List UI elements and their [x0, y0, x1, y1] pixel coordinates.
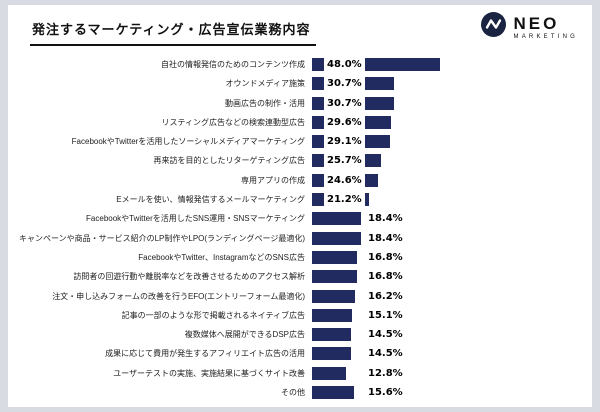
bar-track: 14.5% — [312, 325, 592, 344]
category-label: Eメールを使い、情報発信するメールマーケティング — [116, 195, 305, 205]
bar — [312, 231, 362, 245]
value-label: 24.6% — [324, 173, 365, 187]
bar-track: 30.7% — [312, 74, 592, 93]
bar-track: 14.5% — [312, 344, 592, 363]
chart-row: 再来訪を目的としたリターゲティング広告 25.7% — [16, 151, 592, 170]
bar — [312, 289, 356, 303]
chart-row: オウンドメディア施策 30.7% — [16, 74, 592, 93]
category-label: 複数媒体へ展開ができるDSP広告 — [184, 330, 305, 340]
bar — [312, 328, 351, 342]
chart-row: Eメールを使い、情報発信するメールマーケティング 21.2% — [16, 190, 592, 209]
bar — [312, 366, 347, 380]
bar-track: 15.1% — [312, 306, 592, 325]
chart-row: その他 15.6% — [16, 383, 592, 402]
value-label: 16.2% — [368, 290, 403, 302]
logo-name: NEO — [513, 13, 560, 33]
category-label: FacebookやTwitter、InstagramなどのSNS広告 — [138, 252, 305, 262]
category-label: 再来訪を目的としたリターゲティング広告 — [153, 156, 305, 166]
chart-row: ユーザーテストの実施、実施結果に基づくサイト改善 12.8% — [16, 364, 592, 383]
bar-track: 16.8% — [312, 248, 592, 267]
category-label: キャンペーンや商品・サービス紹介のLP制作やLPO(ランディングページ最適化) — [19, 233, 305, 243]
brand-logo: NEO MARKETING — [480, 11, 578, 43]
bar-track: 16.8% — [312, 267, 592, 286]
bar-track: 48.0% — [312, 55, 592, 74]
value-label: 16.8% — [368, 251, 403, 263]
value-label: 18.4% — [368, 232, 403, 244]
value-label: 29.6% — [324, 115, 365, 129]
category-label: その他 — [281, 388, 305, 398]
bar-track: 24.6% — [312, 171, 592, 190]
bar — [312, 212, 362, 226]
bar — [312, 386, 354, 400]
logo-text: NEO MARKETING — [514, 15, 578, 40]
chart: 自社の情報発信のためのコンテンツ作成 48.0% オウンドメディア施策 30.7% 動画… — [8, 55, 592, 402]
chart-row: 専用アプリの作成 24.6% — [16, 171, 592, 190]
chart-row: 動画広告の制作・活用 30.7% — [16, 94, 592, 113]
bar-track: 15.6% — [312, 383, 592, 402]
wave-icon — [480, 11, 507, 43]
value-label: 14.5% — [368, 348, 403, 360]
bar-track: 29.6% — [312, 113, 592, 132]
bar-track: 25.7% — [312, 151, 592, 170]
bar — [312, 250, 357, 264]
value-label: 21.2% — [324, 193, 365, 207]
chart-row: FacebookやTwitterを活用したソーシャルメディアマーケティング 29.… — [16, 132, 592, 151]
value-label: 29.1% — [324, 135, 365, 149]
bar — [312, 270, 357, 284]
page-title: 発注するマーケティング・広告宣伝業務内容 — [30, 17, 317, 46]
category-label: 訪問者の回遊行動や離脱率などを改善させるためのアクセス解析 — [73, 272, 305, 282]
chart-row: FacebookやTwitter、InstagramなどのSNS広告 16.8% — [16, 248, 592, 267]
bar-track: 21.2% — [312, 190, 592, 209]
value-label: 48.0% — [324, 58, 365, 71]
bar — [312, 347, 351, 361]
bar-track: 12.8% — [312, 364, 592, 383]
value-label: 30.7% — [324, 77, 365, 91]
bar-track: 16.2% — [312, 287, 592, 306]
value-label: 15.6% — [368, 387, 403, 399]
category-label: リスティング広告などの検索連動型広告 — [161, 117, 305, 127]
chart-row: 注文・申し込みフォームの改善を行うEFO(エントリーフォーム最適化) 16.2% — [16, 287, 592, 306]
value-label: 25.7% — [324, 154, 365, 168]
category-label: ユーザーテストの実施、実施結果に基づくサイト改善 — [113, 368, 305, 378]
value-label: 14.5% — [368, 329, 403, 341]
bar-track: 18.4% — [312, 209, 592, 228]
chart-row: 複数媒体へ展開ができるDSP広告 14.5% — [16, 325, 592, 344]
chart-panel: 発注するマーケティング・広告宣伝業務内容 NEO MARKETING 自社の情報… — [8, 5, 592, 407]
header: 発注するマーケティング・広告宣伝業務内容 NEO MARKETING — [8, 5, 592, 49]
value-label: 30.7% — [324, 96, 365, 110]
chart-row: キャンペーンや商品・サービス紹介のLP制作やLPO(ランディングページ最適化) 1… — [16, 229, 592, 248]
category-label: 専用アプリの作成 — [241, 175, 305, 185]
category-label: 自社の情報発信のためのコンテンツ作成 — [161, 60, 305, 69]
category-label: 動画広告の制作・活用 — [225, 98, 305, 108]
bar-track: 29.1% — [312, 132, 592, 151]
chart-row: 成果に応じて費用が発生するアフィリエイト広告の活用 14.5% — [16, 344, 592, 363]
value-label: 18.4% — [368, 213, 403, 225]
chart-row: 訪問者の回遊行動や離脱率などを改善させるためのアクセス解析 16.8% — [16, 267, 592, 286]
category-label: オウンドメディア施策 — [225, 79, 305, 89]
category-label: 記事の一部のような形で掲載されるネイティブ広告 — [121, 310, 305, 320]
category-label: FacebookやTwitterを活用したSNS運用・SNSマーケティング — [86, 214, 305, 224]
chart-row: 自社の情報発信のためのコンテンツ作成 48.0% — [16, 55, 592, 74]
chart-row: FacebookやTwitterを活用したSNS運用・SNSマーケティング 18.… — [16, 209, 592, 228]
bar — [312, 308, 353, 322]
value-label: 12.8% — [368, 367, 403, 379]
bar-track: 18.4% — [312, 229, 592, 248]
chart-row: リスティング広告などの検索連動型広告 29.6% — [16, 113, 592, 132]
value-label: 15.1% — [368, 309, 403, 321]
category-label: 成果に応じて費用が発生するアフィリエイト広告の活用 — [105, 349, 305, 359]
logo-subtext: MARKETING — [513, 33, 578, 40]
category-label: 注文・申し込みフォームの改善を行うEFO(エントリーフォーム最適化) — [52, 291, 305, 301]
value-label: 16.8% — [368, 271, 403, 283]
chart-row: 記事の一部のような形で掲載されるネイティブ広告 15.1% — [16, 306, 592, 325]
category-label: FacebookやTwitterを活用したソーシャルメディアマーケティング — [71, 137, 305, 147]
bar-track: 30.7% — [312, 94, 592, 113]
